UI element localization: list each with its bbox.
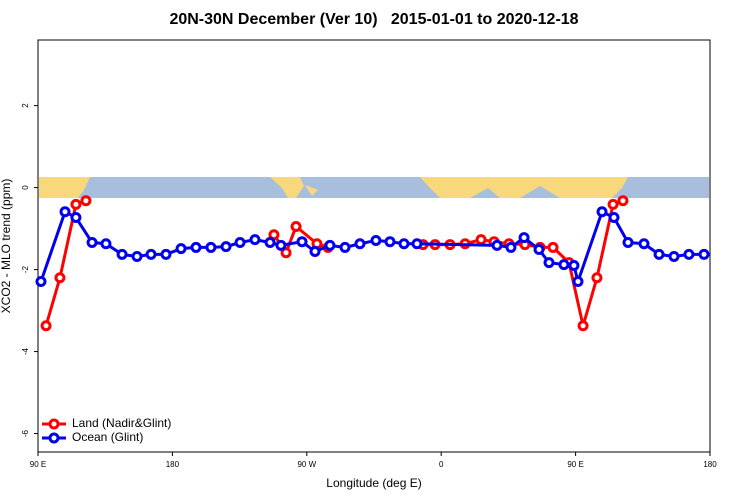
x-tick-label: 180 bbox=[166, 460, 180, 469]
point bbox=[698, 248, 710, 260]
chart-title: 20N-30N December (Ver 10) 2015-01-01 to … bbox=[169, 11, 578, 28]
y-tick-label: 0 bbox=[21, 185, 30, 190]
point bbox=[558, 259, 570, 271]
point bbox=[568, 259, 580, 271]
point bbox=[160, 248, 172, 260]
x-tick-label: 90 E bbox=[30, 460, 46, 469]
point bbox=[339, 241, 351, 253]
point bbox=[116, 248, 128, 260]
point bbox=[205, 241, 217, 253]
point bbox=[280, 247, 292, 259]
point bbox=[324, 239, 336, 251]
legend-swatch bbox=[48, 418, 60, 430]
x-tick-label: 180 bbox=[703, 460, 717, 469]
point bbox=[54, 272, 66, 284]
point bbox=[398, 238, 410, 250]
point bbox=[653, 248, 665, 260]
point bbox=[668, 250, 680, 262]
point bbox=[249, 234, 261, 246]
point bbox=[40, 320, 52, 332]
point bbox=[264, 237, 276, 249]
legend-swatch bbox=[48, 432, 60, 444]
x-axis-label: Longitude (deg E) bbox=[326, 476, 421, 490]
legend-label: Land (Nadir&Glint) bbox=[72, 416, 171, 430]
point bbox=[220, 241, 232, 253]
point bbox=[572, 275, 584, 287]
y-tick-label: -6 bbox=[21, 429, 30, 437]
point bbox=[175, 243, 187, 255]
point bbox=[190, 241, 202, 253]
point bbox=[617, 195, 629, 207]
point bbox=[86, 237, 98, 249]
point bbox=[290, 221, 302, 233]
point bbox=[577, 320, 589, 332]
y-tick-label: 2 bbox=[21, 103, 30, 108]
x-tick-label: 90 W bbox=[297, 460, 316, 469]
point bbox=[100, 238, 112, 250]
point bbox=[543, 257, 555, 269]
point bbox=[608, 212, 620, 224]
point bbox=[35, 275, 47, 287]
point bbox=[622, 237, 634, 249]
legend-label: Ocean (Glint) bbox=[72, 430, 143, 444]
point bbox=[309, 246, 321, 258]
point bbox=[70, 212, 82, 224]
series-line bbox=[44, 199, 624, 327]
point bbox=[475, 234, 487, 246]
point bbox=[411, 238, 423, 250]
point bbox=[607, 198, 619, 210]
point bbox=[518, 232, 530, 244]
point bbox=[370, 234, 382, 246]
point bbox=[234, 237, 246, 249]
y-tick-label: -2 bbox=[21, 265, 30, 273]
point bbox=[80, 195, 92, 207]
point bbox=[70, 198, 82, 210]
point bbox=[591, 272, 603, 284]
point bbox=[533, 243, 545, 255]
point bbox=[491, 239, 503, 251]
point bbox=[547, 241, 559, 253]
map-band bbox=[39, 177, 709, 198]
point bbox=[683, 248, 695, 260]
point bbox=[638, 238, 650, 250]
plot-frame bbox=[37, 39, 711, 453]
y-axis-label: XCO2 - MLO trend (ppm) bbox=[0, 179, 13, 314]
y-tick-label: -4 bbox=[21, 347, 30, 355]
point bbox=[296, 236, 308, 248]
point bbox=[131, 250, 143, 262]
point bbox=[384, 236, 396, 248]
point bbox=[505, 241, 517, 253]
point bbox=[275, 239, 287, 251]
x-tick-label: 90 E bbox=[567, 460, 583, 469]
point bbox=[596, 206, 608, 218]
x-tick-label: 0 bbox=[439, 460, 444, 469]
point bbox=[354, 238, 366, 250]
point bbox=[145, 248, 157, 260]
point bbox=[59, 206, 71, 218]
